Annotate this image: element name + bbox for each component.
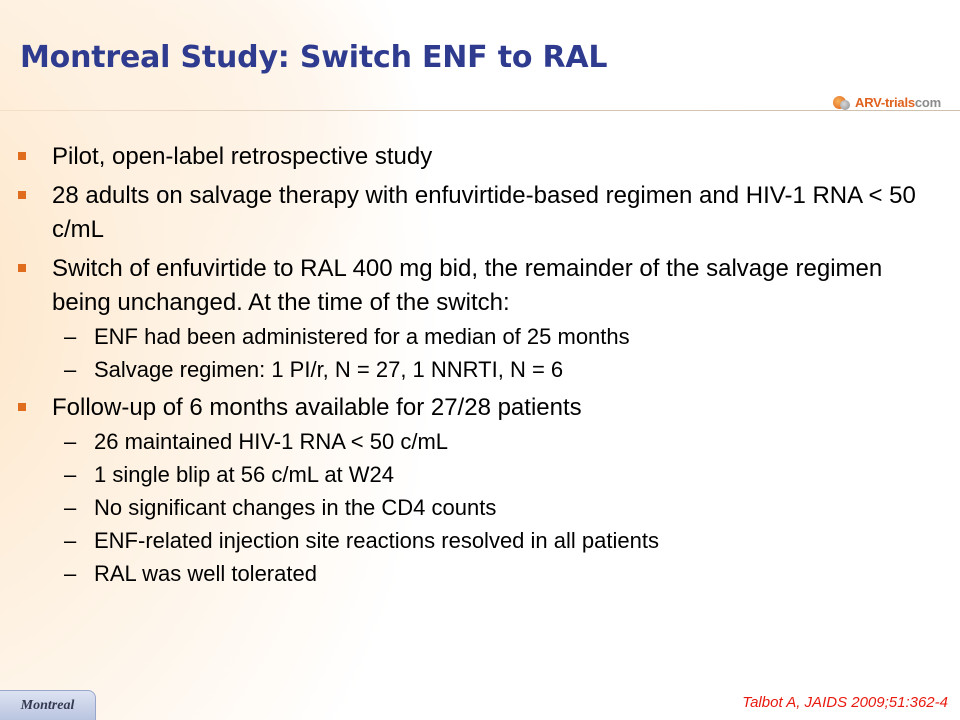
sub-bullet-item: – RAL was well tolerated <box>18 557 938 590</box>
bullet-item: Switch of enfuvirtide to RAL 400 mg bid,… <box>18 252 938 320</box>
bullet-text: Switch of enfuvirtide to RAL 400 mg bid,… <box>52 255 883 316</box>
dash-bullet-icon: – <box>64 495 77 520</box>
bullet-item: 28 adults on salvage therapy with enfuvi… <box>18 179 938 247</box>
sub-bullet-item: – ENF had been administered for a median… <box>18 320 938 353</box>
sub-bullet-item: – 26 maintained HIV-1 RNA < 50 c/mL <box>18 425 938 458</box>
dash-bullet-icon: – <box>64 528 77 553</box>
dash-bullet-icon: – <box>64 429 77 454</box>
dash-bullet-icon: – <box>64 561 77 586</box>
bullet-text: Pilot, open-label retrospective study <box>52 143 433 170</box>
bullet-list: Pilot, open-label retrospective study 28… <box>18 140 938 590</box>
square-bullet-icon <box>18 403 26 411</box>
sub-bullet-item: – No significant changes in the CD4 coun… <box>18 491 938 524</box>
sub-bullet-item: – Salvage regimen: 1 PI/r, N = 27, 1 NNR… <box>18 353 938 386</box>
square-bullet-icon <box>18 152 26 160</box>
bullet-item: Follow-up of 6 months available for 27/2… <box>18 391 938 425</box>
sub-bullet-item: – 1 single blip at 56 c/mL at W24 <box>18 458 938 491</box>
dash-bullet-icon: – <box>64 324 77 349</box>
dash-bullet-icon: – <box>64 462 77 487</box>
logo-suffix: com <box>914 94 942 110</box>
logo-brand: ARV-trials <box>855 94 915 110</box>
sub-bullet-text: ENF-related injection site reactions res… <box>94 528 659 553</box>
bullet-item: Pilot, open-label retrospective study <box>18 140 938 174</box>
bullet-text: Follow-up of 6 months available for 27/2… <box>52 394 582 421</box>
section-tab-label: Montreal <box>20 697 75 713</box>
citation: Talbot A, JAIDS 2009;51:362-4 <box>742 694 948 711</box>
sub-bullet-list: – ENF had been administered for a median… <box>18 320 938 386</box>
bullet-text: 28 adults on salvage therapy with enfuvi… <box>52 182 916 243</box>
logo-text: ARV-trialscom <box>855 95 941 110</box>
slide-title: Montreal Study: Switch ENF to RAL <box>20 40 608 75</box>
sub-bullet-list: – 26 maintained HIV-1 RNA < 50 c/mL – 1 … <box>18 425 938 590</box>
dash-bullet-icon: – <box>64 357 77 382</box>
logo-icon <box>831 93 853 111</box>
square-bullet-icon <box>18 191 26 199</box>
sub-bullet-text: Salvage regimen: 1 PI/r, N = 27, 1 NNRTI… <box>94 357 564 382</box>
sub-bullet-text: 26 maintained HIV-1 RNA < 50 c/mL <box>94 429 449 454</box>
title-divider <box>0 110 960 111</box>
section-tab: Montreal <box>0 690 96 720</box>
sub-bullet-item: – ENF-related injection site reactions r… <box>18 524 938 557</box>
square-bullet-icon <box>18 264 26 272</box>
sub-bullet-text: RAL was well tolerated <box>94 561 317 586</box>
sub-bullet-text: ENF had been administered for a median o… <box>94 324 630 349</box>
sub-bullet-text: 1 single blip at 56 c/mL at W24 <box>94 462 395 487</box>
sub-bullet-text: No significant changes in the CD4 counts <box>94 495 497 520</box>
arv-trials-logo: ARV-trialscom <box>831 92 953 112</box>
